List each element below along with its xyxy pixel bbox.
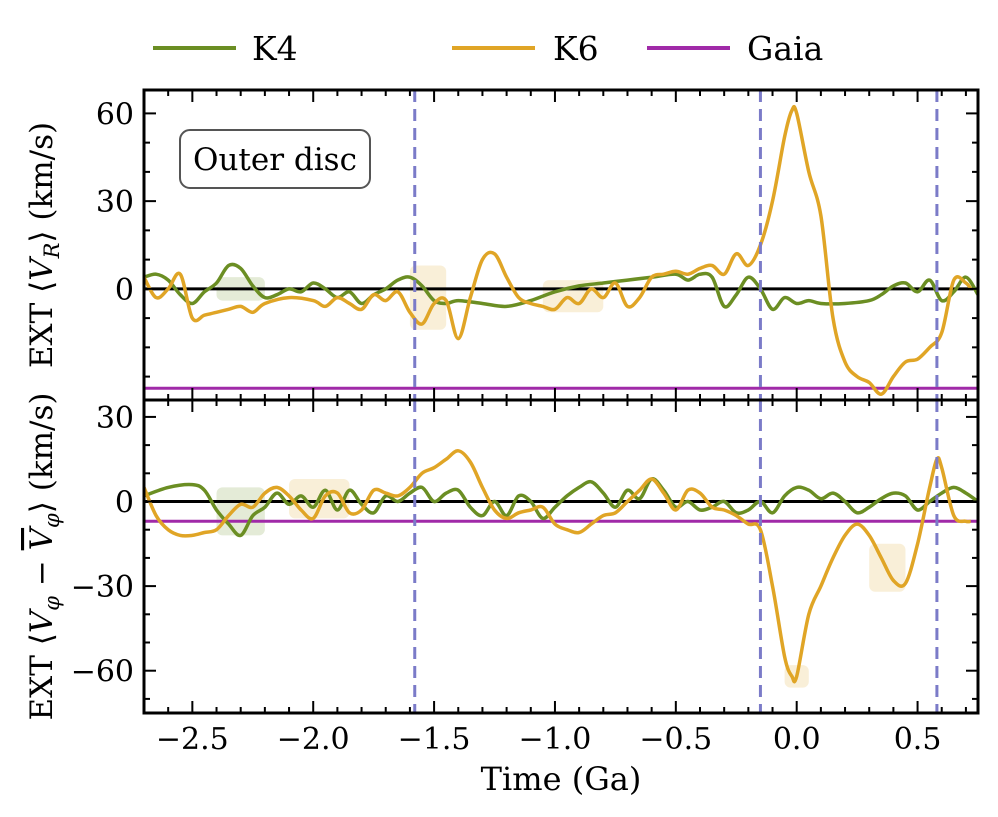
- axes-frame-bottom: [142, 398, 980, 715]
- ytick-label-top-1: 30: [96, 185, 134, 220]
- legend-label-k6: K6: [553, 29, 599, 68]
- xtick-label-5: 0.0: [773, 722, 821, 757]
- series-k4-bottom: [144, 477, 978, 538]
- bottom-panel: −60 −30 0 30 −2.5 −2.0 −1.5 −1.0 −0.5 0.0 0.5 Time …: [24, 393, 980, 798]
- top-panel: 0 30 60 EXT ⟨VR⟩ (km/s) Outer disc: [24, 88, 980, 402]
- legend-label-k4: K4: [252, 29, 298, 68]
- xtick-label-4: −0.5: [639, 722, 712, 757]
- xtick-label-1: −2.0: [277, 722, 350, 757]
- legend: K4 K6 Gaia: [153, 29, 823, 68]
- plot-area-top: [144, 104, 978, 396]
- plot-area-bottom: [144, 449, 978, 688]
- ytick-label-bottom-3: 30: [96, 401, 134, 436]
- series-k6-top: [144, 104, 973, 396]
- y-axis-label-bottom: EXT ⟨Vφ − Vφ⟩ (km/s): [24, 393, 64, 721]
- series-k6-bottom: [144, 449, 971, 684]
- ytick-label-top-2: 60: [96, 97, 134, 132]
- ytick-label-bottom-0: −60: [71, 655, 134, 690]
- y-axis-label-top: EXT ⟨VR⟩ (km/s): [24, 122, 64, 368]
- xtick-label-0: −2.5: [156, 722, 229, 757]
- x-axis-label: Time (Ga): [481, 760, 642, 798]
- ytick-label-bottom-1: −30: [71, 570, 134, 605]
- legend-label-gaia: Gaia: [747, 29, 823, 68]
- annotation-text: Outer disc: [193, 142, 357, 178]
- ytick-label-top-0: 0: [115, 273, 134, 308]
- xtick-label-3: −1.0: [519, 722, 592, 757]
- ytick-label-bottom-2: 0: [115, 486, 134, 521]
- xtick-label-6: 0.5: [894, 722, 942, 757]
- annotation-box: [179, 129, 371, 189]
- xtick-label-2: −1.5: [398, 722, 471, 757]
- series-k4-top: [144, 262, 978, 312]
